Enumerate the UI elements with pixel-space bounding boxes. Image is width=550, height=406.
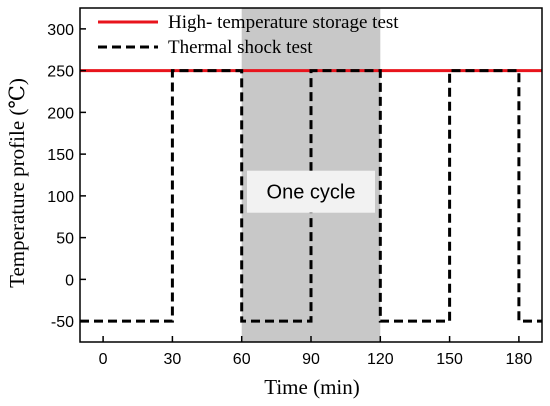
x-tick-label: 60 — [233, 351, 251, 368]
y-tick-label: 150 — [47, 147, 74, 164]
x-tick-label: 150 — [436, 351, 463, 368]
x-axis-label: Time (min) — [264, 375, 359, 399]
one-cycle-label: One cycle — [267, 182, 356, 204]
x-tick-label: 30 — [164, 351, 182, 368]
legend-label: High- temperature storage test — [168, 12, 399, 33]
y-axis-label: Temperature profile (℃) — [5, 78, 29, 288]
legend: High- temperature storage test Thermal sh… — [98, 12, 399, 58]
y-tick-label: 50 — [56, 231, 74, 248]
ticks-layer: 0 30 60 90 120 150 180 -50 0 50 100 150 200 250 300 — [47, 22, 532, 368]
y-tick-label: 0 — [65, 272, 74, 289]
y-tick-label: 100 — [47, 189, 74, 206]
thermal-shock-line — [80, 69, 542, 323]
x-tick-label: 0 — [99, 351, 108, 368]
x-tick-label: 90 — [302, 351, 320, 368]
y-tick-label: -50 — [51, 314, 74, 331]
annotation-layer: One cycle — [247, 170, 375, 213]
y-tick-label: 200 — [47, 105, 74, 122]
y-tick-label: 250 — [47, 64, 74, 81]
legend-label: Thermal shock test — [168, 37, 313, 58]
x-tick-label: 180 — [506, 351, 533, 368]
one-cycle-label-box — [247, 170, 375, 213]
x-tick-label: 120 — [367, 351, 394, 368]
y-tick-label: 300 — [47, 22, 74, 39]
series-layer — [80, 69, 542, 323]
